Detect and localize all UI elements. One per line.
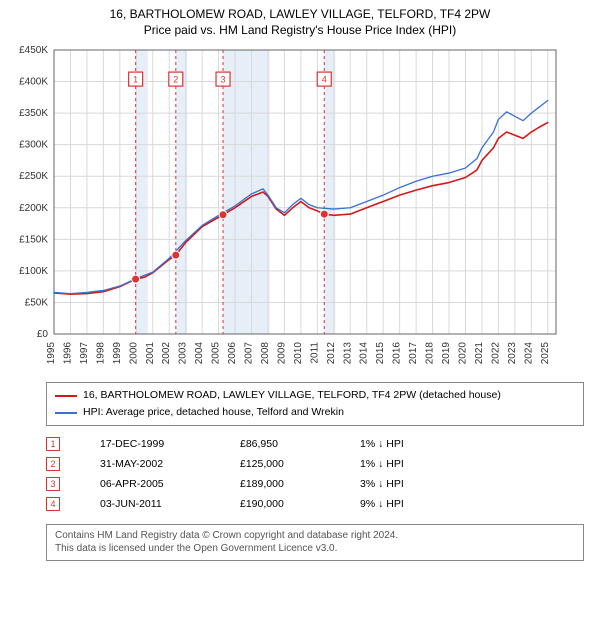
x-axis-label: 2013 (342, 342, 353, 365)
y-axis-label: £50K (25, 298, 49, 309)
x-axis-label: 2014 (359, 342, 370, 365)
y-axis-label: £350K (19, 108, 48, 119)
transaction-diff: 9% ↓ HPI (360, 498, 440, 510)
transaction-diff: 3% ↓ HPI (360, 478, 440, 490)
x-axis-label: 2017 (408, 342, 419, 365)
chart-band (136, 50, 148, 334)
legend-item: 16, BARTHOLOMEW ROAD, LAWLEY VILLAGE, TE… (55, 387, 575, 404)
transaction-diff: 1% ↓ HPI (360, 458, 440, 470)
title-line-2: Price paid vs. HM Land Registry's House … (6, 22, 594, 38)
transaction-dot (132, 275, 140, 283)
x-axis-label: 2006 (227, 342, 238, 365)
x-axis-label: 2023 (507, 342, 518, 365)
legend: 16, BARTHOLOMEW ROAD, LAWLEY VILLAGE, TE… (46, 382, 584, 426)
y-axis-label: £0 (37, 329, 49, 340)
y-axis-label: £150K (19, 235, 48, 246)
legend-item: HPI: Average price, detached house, Telf… (55, 404, 575, 421)
chart-title: 16, BARTHOLOMEW ROAD, LAWLEY VILLAGE, TE… (6, 6, 594, 38)
transaction-row: 4 03-JUN-2011 £190,000 9% ↓ HPI (46, 494, 584, 514)
x-axis-label: 2025 (540, 342, 551, 365)
transaction-dot (219, 211, 227, 219)
transaction-label-num: 4 (322, 75, 327, 85)
x-axis-label: 2018 (425, 342, 436, 365)
y-axis-label: £250K (19, 172, 48, 183)
y-axis-label: £100K (19, 266, 48, 277)
transaction-marker: 4 (46, 497, 60, 511)
x-axis-label: 2000 (128, 342, 139, 365)
x-axis-label: 2016 (392, 342, 403, 365)
transaction-date: 06-APR-2005 (100, 478, 200, 490)
x-axis-label: 2008 (260, 342, 271, 365)
x-axis-label: 2004 (194, 342, 205, 365)
transaction-marker: 3 (46, 477, 60, 491)
transaction-label-num: 2 (173, 75, 178, 85)
transaction-row: 2 31-MAY-2002 £125,000 1% ↓ HPI (46, 454, 584, 474)
attribution-line-1: Contains HM Land Registry data © Crown c… (55, 529, 575, 543)
transaction-date: 03-JUN-2011 (100, 498, 200, 510)
y-axis-label: £400K (19, 77, 48, 88)
transaction-dot (320, 210, 328, 218)
transaction-dot (172, 251, 180, 259)
attribution: Contains HM Land Registry data © Crown c… (46, 524, 584, 561)
x-axis-label: 1995 (46, 342, 57, 365)
transaction-date: 17-DEC-1999 (100, 438, 200, 450)
x-axis-label: 2009 (276, 342, 287, 365)
x-axis-label: 2011 (309, 342, 320, 364)
transaction-label-num: 3 (221, 75, 226, 85)
x-axis-label: 2019 (441, 342, 452, 365)
x-axis-label: 2003 (178, 342, 189, 365)
x-axis-label: 1999 (112, 342, 123, 365)
x-axis-label: 2010 (293, 342, 304, 365)
x-axis-label: 1997 (79, 342, 90, 365)
x-axis-label: 2002 (161, 342, 172, 365)
x-axis-label: 2024 (523, 342, 534, 365)
transaction-row: 1 17-DEC-1999 £86,950 1% ↓ HPI (46, 434, 584, 454)
legend-swatch (55, 412, 77, 414)
transaction-diff: 1% ↓ HPI (360, 438, 440, 450)
transaction-marker: 2 (46, 457, 60, 471)
transaction-date: 31-MAY-2002 (100, 458, 200, 470)
title-line-1: 16, BARTHOLOMEW ROAD, LAWLEY VILLAGE, TE… (6, 6, 594, 22)
x-axis-label: 2001 (145, 342, 156, 365)
chart-svg: £0 £50K £100K £150K £200K £250K £300K £350K £400… (6, 44, 566, 374)
x-axis-label: 2022 (490, 342, 501, 365)
x-axis-label: 2021 (474, 342, 485, 365)
legend-label: HPI: Average price, detached house, Telf… (83, 404, 344, 421)
x-axis-label: 1998 (95, 342, 106, 365)
y-axis-label: £200K (19, 203, 48, 214)
x-axis-label: 1996 (62, 342, 73, 365)
y-axis-label: £450K (19, 45, 48, 56)
legend-swatch (55, 395, 77, 397)
transaction-row: 3 06-APR-2005 £189,000 3% ↓ HPI (46, 474, 584, 494)
attribution-line-2: This data is licensed under the Open Gov… (55, 542, 575, 556)
transaction-label-num: 1 (133, 75, 138, 85)
transaction-price: £190,000 (240, 498, 320, 510)
transaction-price: £86,950 (240, 438, 320, 450)
x-axis-label: 2005 (211, 342, 222, 365)
x-axis-label: 2020 (457, 342, 468, 365)
x-axis-label: 2012 (326, 342, 337, 365)
transaction-price: £189,000 (240, 478, 320, 490)
transactions-table: 1 17-DEC-1999 £86,950 1% ↓ HPI 2 31-MAY-2002 £… (46, 434, 584, 514)
x-axis-label: 2015 (375, 342, 386, 365)
transaction-price: £125,000 (240, 458, 320, 470)
y-axis-label: £300K (19, 140, 48, 151)
price-chart: £0 £50K £100K £150K £200K £250K £300K £350K £400… (6, 44, 594, 374)
x-axis-label: 2007 (244, 342, 255, 365)
legend-label: 16, BARTHOLOMEW ROAD, LAWLEY VILLAGE, TE… (83, 387, 501, 404)
transaction-marker: 1 (46, 437, 60, 451)
